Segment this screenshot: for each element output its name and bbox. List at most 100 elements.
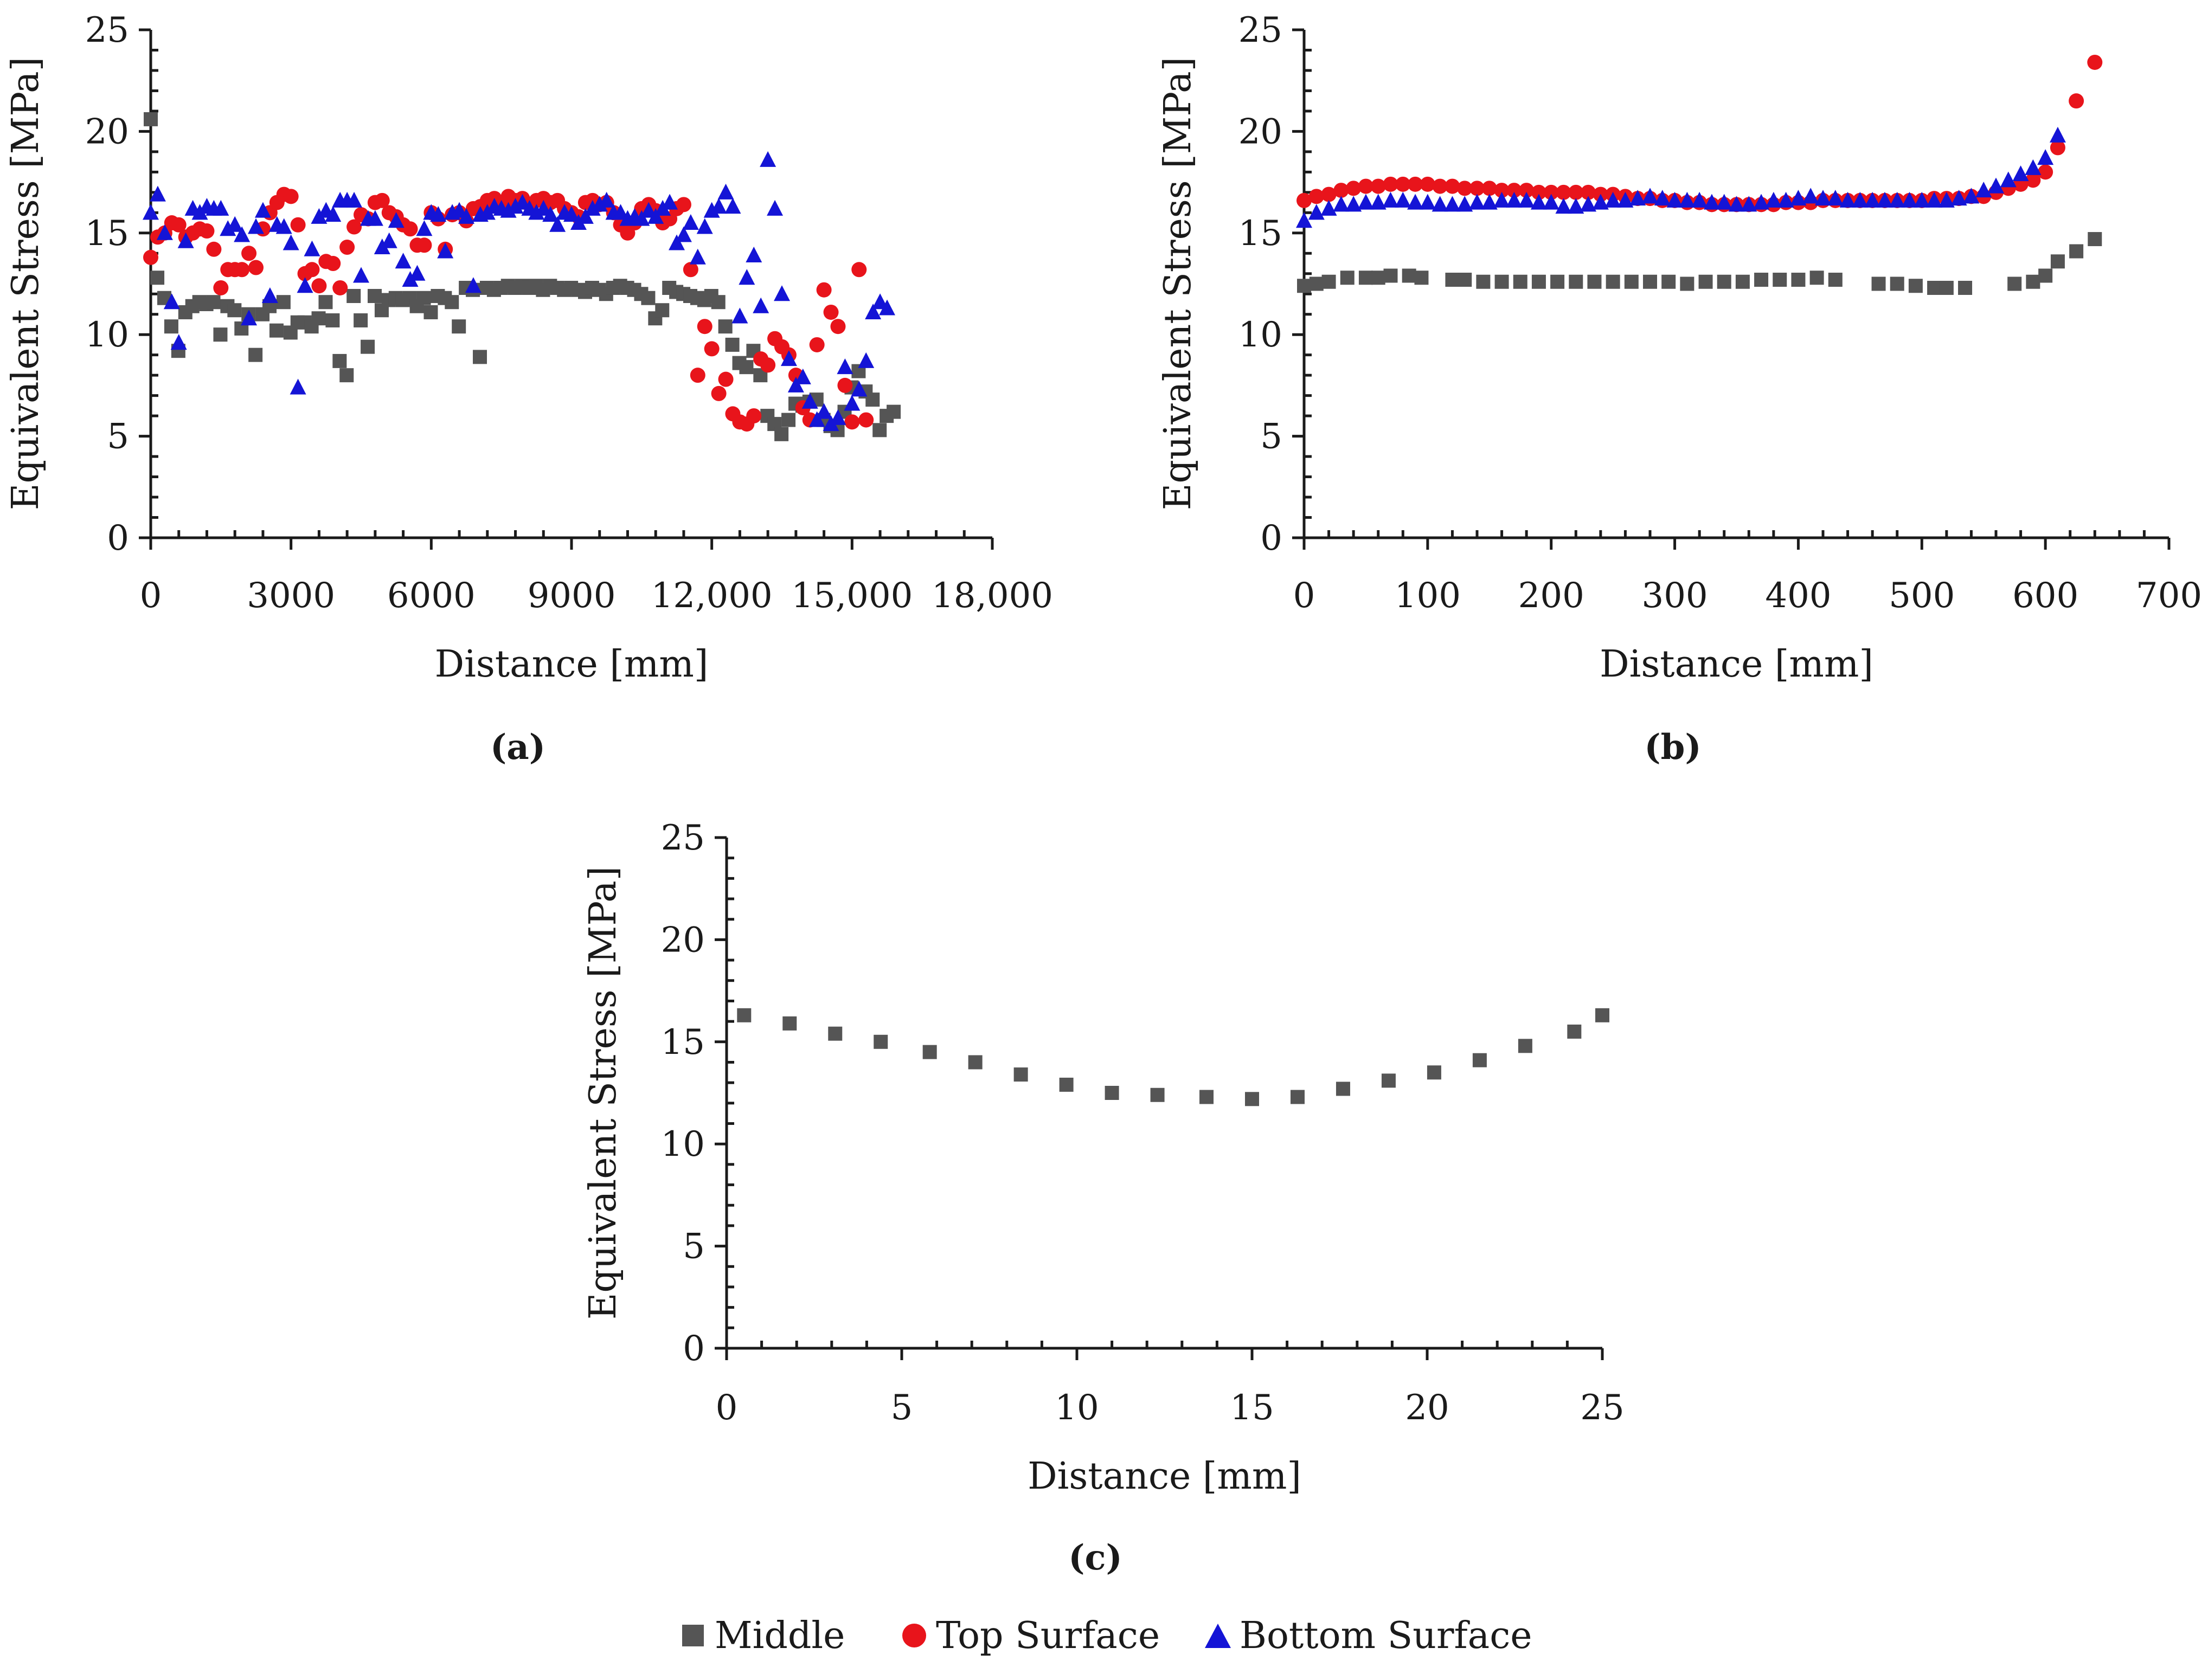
data-point-top-surface	[844, 414, 860, 430]
data-point-top-surface	[206, 241, 222, 257]
x-tick-label: 12,000	[651, 576, 773, 616]
data-point-bottom-surface	[1320, 199, 1337, 216]
data-point-bottom-surface	[837, 358, 853, 375]
y-tick-label: 0	[683, 1329, 705, 1369]
data-point-top-surface	[816, 282, 832, 298]
data-point-top-surface	[199, 223, 215, 239]
data-point-middle	[150, 271, 165, 285]
data-point-bottom-surface	[1914, 191, 1930, 208]
data-point-bottom-surface	[2049, 126, 2066, 143]
data-point-top-surface	[1506, 183, 1522, 198]
data-point-bottom-surface	[143, 204, 159, 220]
data-point-bottom-surface	[388, 212, 405, 228]
data-point-bottom-surface	[163, 293, 180, 310]
x-tick-label: 5	[891, 1388, 913, 1428]
data-point-middle	[874, 1034, 888, 1049]
data-point-middle	[1958, 280, 1973, 295]
x-axis-title: Distance [mm]	[1600, 643, 1873, 686]
data-point-bottom-surface	[381, 232, 397, 248]
data-point-middle	[1414, 271, 1429, 285]
data-point-top-surface	[402, 221, 418, 237]
data-point-bottom-surface	[774, 285, 790, 301]
data-point-bottom-surface	[753, 297, 769, 313]
data-point-middle	[1336, 1082, 1350, 1096]
data-point-bottom-surface	[1617, 191, 1634, 208]
data-point-bottom-surface	[1703, 194, 1720, 210]
data-point-top-surface	[1308, 189, 1324, 204]
x-tick-label: 0	[1293, 576, 1315, 616]
data-point-bottom-surface	[254, 202, 271, 218]
data-point-middle	[1105, 1086, 1119, 1100]
data-point-bottom-surface	[879, 299, 895, 316]
data-point-middle	[325, 313, 340, 327]
data-point-middle	[339, 368, 354, 383]
data-point-top-surface	[704, 341, 720, 357]
data-point-top-surface	[1469, 181, 1485, 196]
data-point-top-surface	[2038, 164, 2053, 180]
data-point-top-surface	[830, 319, 846, 334]
data-point-bottom-surface	[1864, 191, 1881, 208]
data-point-middle	[276, 295, 291, 310]
data-point-middle	[1321, 274, 1336, 289]
data-point-middle	[1358, 271, 1373, 285]
data-point-bottom-surface	[1988, 177, 2004, 194]
data-point-middle	[655, 303, 670, 318]
data-point-bottom-surface	[1938, 191, 1955, 208]
data-point-bottom-surface	[1642, 188, 1658, 204]
data-point-top-surface	[1543, 184, 1559, 200]
data-point-bottom-surface	[689, 248, 706, 265]
data-point-middle	[1199, 1090, 1214, 1104]
data-point-top-surface	[746, 408, 762, 424]
data-point-middle	[1427, 1065, 1441, 1080]
series-middle	[144, 112, 901, 441]
data-point-middle	[248, 347, 263, 362]
data-point-bottom-surface	[710, 198, 727, 214]
data-point-middle	[332, 353, 347, 368]
data-point-bottom-surface	[283, 234, 299, 250]
data-point-bottom-surface	[731, 307, 748, 324]
data-point-bottom-surface	[170, 334, 187, 350]
data-point-bottom-surface	[346, 191, 363, 208]
data-point-middle	[473, 350, 487, 364]
data-point-middle	[2050, 254, 2065, 269]
data-point-middle	[1773, 273, 1787, 287]
data-point-bottom-surface	[1876, 191, 1893, 208]
data-point-bottom-surface	[746, 247, 762, 263]
x-tick-label: 18,000	[932, 576, 1053, 616]
data-point-bottom-surface	[220, 220, 236, 236]
data-point-middle	[423, 305, 438, 319]
data-point-top-surface	[1556, 184, 1571, 200]
data-point-bottom-surface	[409, 265, 426, 281]
data-point-middle	[1013, 1067, 1028, 1082]
x-tick-label: 500	[1889, 576, 1955, 616]
data-point-bottom-surface	[430, 206, 447, 222]
x-tick-label: 6000	[387, 576, 476, 616]
data-point-top-surface	[760, 357, 776, 373]
data-point-top-surface	[823, 304, 839, 320]
data-point-middle	[1809, 271, 1824, 285]
data-point-bottom-surface	[2012, 165, 2029, 182]
data-point-top-surface	[332, 280, 348, 295]
data-point-middle	[206, 295, 221, 310]
y-tick-label: 10	[661, 1124, 705, 1164]
y-axis-title: Equivalent Stress [MPa]	[4, 57, 47, 510]
y-tick-label: 25	[1238, 10, 1282, 50]
data-point-top-surface	[1370, 178, 1386, 194]
data-point-bottom-surface	[1975, 182, 1992, 198]
data-point-bottom-surface	[2000, 171, 2017, 188]
data-point-middle	[1754, 273, 1769, 287]
y-tick-label: 20	[1238, 112, 1282, 152]
data-point-bottom-surface	[844, 395, 861, 411]
x-tick-label: 700	[2136, 576, 2202, 616]
data-point-middle	[1494, 274, 1509, 289]
panel-a: 0 5 10 15 20 25 0 3000 6000 9000 12,000 15,000 18,00…	[4, 10, 1053, 768]
data-point-bottom-surface	[591, 196, 608, 212]
data-point-bottom-surface	[669, 234, 685, 250]
data-point-bottom-surface	[1728, 196, 1745, 212]
data-point-middle	[1927, 280, 1942, 295]
data-point-middle	[718, 319, 733, 334]
data-point-middle	[1458, 273, 1472, 287]
data-point-middle	[1531, 274, 1546, 289]
data-point-top-surface	[1457, 181, 1473, 196]
x-tick-label: 15	[1230, 1388, 1274, 1428]
